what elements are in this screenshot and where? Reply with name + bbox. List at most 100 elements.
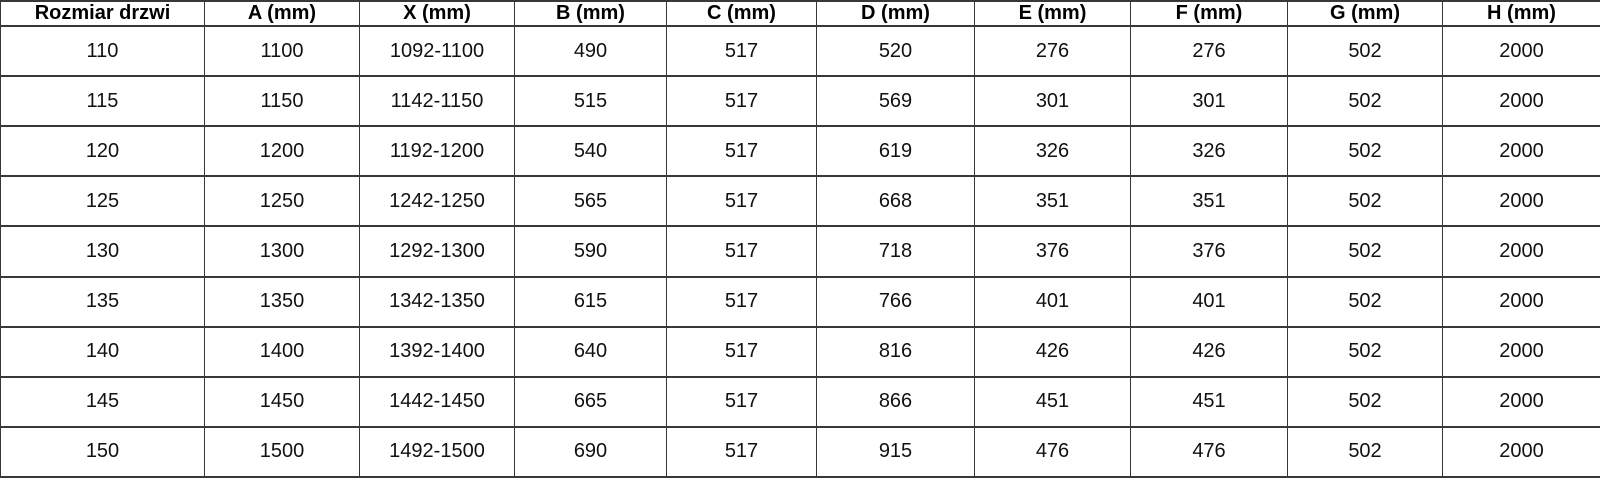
- column-header-h-mm: H (mm): [1442, 0, 1600, 27]
- table-cell: 2000: [1442, 425, 1600, 479]
- table-cell: 665: [514, 375, 667, 428]
- table-cell: 517: [666, 375, 817, 428]
- table-cell: 517: [666, 425, 817, 479]
- table-cell: 426: [974, 325, 1131, 378]
- table-row: 130 1300 1292-1300 590 517 718 376 376 502 2000: [0, 225, 1600, 278]
- table-cell: 1492-1500: [359, 425, 515, 479]
- table-cell: 2000: [1442, 125, 1600, 178]
- table-cell: 565: [514, 175, 667, 228]
- table-cell: 517: [666, 24, 817, 78]
- table-cell: 1450: [204, 375, 360, 428]
- table-cell: 125: [0, 175, 205, 228]
- table-cell: 2000: [1442, 24, 1600, 78]
- table-cell: 376: [1130, 225, 1288, 278]
- table-cell: 301: [974, 75, 1131, 128]
- table-cell: 2000: [1442, 175, 1600, 228]
- table-row: 110 1100 1092-1100 490 517 520 276 276 502 2000: [0, 24, 1600, 78]
- table-row: 120 1200 1192-1200 540 517 619 326 326 502 2000: [0, 125, 1600, 178]
- table-cell: 140: [0, 325, 205, 378]
- table-row: 125 1250 1242-1250 565 517 668 351 351 502 2000: [0, 175, 1600, 228]
- table-cell: 276: [974, 24, 1131, 78]
- table-cell: 2000: [1442, 375, 1600, 428]
- table-cell: 1350: [204, 275, 360, 328]
- table-cell: 520: [816, 24, 975, 78]
- table-cell: 502: [1287, 175, 1443, 228]
- table-cell: 1442-1450: [359, 375, 515, 428]
- table-cell: 517: [666, 125, 817, 178]
- table-cell: 718: [816, 225, 975, 278]
- table-row: 115 1150 1142-1150 515 517 569 301 301 502 2000: [0, 75, 1600, 128]
- table-cell: 326: [1130, 125, 1288, 178]
- table-cell: 476: [1130, 425, 1288, 479]
- table-cell: 490: [514, 24, 667, 78]
- table-cell: 668: [816, 175, 975, 228]
- table-cell: 1250: [204, 175, 360, 228]
- table-cell: 502: [1287, 375, 1443, 428]
- table-cell: 351: [1130, 175, 1288, 228]
- table-cell: 1242-1250: [359, 175, 515, 228]
- table-cell: 2000: [1442, 225, 1600, 278]
- column-header-g-mm: G (mm): [1287, 0, 1443, 27]
- table-cell: 502: [1287, 125, 1443, 178]
- table-cell: 2000: [1442, 275, 1600, 328]
- table-cell: 517: [666, 175, 817, 228]
- table-cell: 690: [514, 425, 667, 479]
- table-cell: 517: [666, 275, 817, 328]
- table-cell: 615: [514, 275, 667, 328]
- table-cell: 502: [1287, 425, 1443, 479]
- table-cell: 1300: [204, 225, 360, 278]
- table-cell: 2000: [1442, 75, 1600, 128]
- column-header-rozmiar-drzwi: Rozmiar drzwi: [0, 0, 205, 27]
- table-cell: 301: [1130, 75, 1288, 128]
- table-cell: 640: [514, 325, 667, 378]
- table-cell: 135: [0, 275, 205, 328]
- table-cell: 517: [666, 75, 817, 128]
- table-cell: 1142-1150: [359, 75, 515, 128]
- table-row: 145 1450 1442-1450 665 517 866 451 451 502 2000: [0, 375, 1600, 428]
- column-header-f-mm: F (mm): [1130, 0, 1288, 27]
- column-header-b-mm: B (mm): [514, 0, 667, 27]
- table-cell: 569: [816, 75, 975, 128]
- table-cell: 401: [974, 275, 1131, 328]
- table-cell: 1192-1200: [359, 125, 515, 178]
- table-cell: 517: [666, 225, 817, 278]
- table-cell: 502: [1287, 24, 1443, 78]
- column-header-d-mm: D (mm): [816, 0, 975, 27]
- table-cell: 1342-1350: [359, 275, 515, 328]
- table-cell: 1392-1400: [359, 325, 515, 378]
- table-cell: 1292-1300: [359, 225, 515, 278]
- table-row: 140 1400 1392-1400 640 517 816 426 426 502 2000: [0, 325, 1600, 378]
- table-cell: 502: [1287, 275, 1443, 328]
- table-cell: 276: [1130, 24, 1288, 78]
- table-cell: 476: [974, 425, 1131, 479]
- table-cell: 110: [0, 24, 205, 78]
- table-cell: 1500: [204, 425, 360, 479]
- table-cell: 115: [0, 75, 205, 128]
- table-cell: 426: [1130, 325, 1288, 378]
- table-cell: 326: [974, 125, 1131, 178]
- column-header-c-mm: C (mm): [666, 0, 817, 27]
- table-cell: 145: [0, 375, 205, 428]
- table-cell: 816: [816, 325, 975, 378]
- table-cell: 376: [974, 225, 1131, 278]
- header-row: Rozmiar drzwi A (mm) X (mm) B (mm) C (mm…: [0, 0, 1600, 27]
- table-cell: 515: [514, 75, 667, 128]
- table-cell: 1092-1100: [359, 24, 515, 78]
- table-cell: 1400: [204, 325, 360, 378]
- table-cell: 351: [974, 175, 1131, 228]
- column-header-e-mm: E (mm): [974, 0, 1131, 27]
- table-cell: 1200: [204, 125, 360, 178]
- table-cell: 517: [666, 325, 817, 378]
- table-cell: 502: [1287, 325, 1443, 378]
- column-header-x-mm: X (mm): [359, 0, 515, 27]
- table-cell: 766: [816, 275, 975, 328]
- table-cell: 451: [1130, 375, 1288, 428]
- column-header-a-mm: A (mm): [204, 0, 360, 27]
- table-body: 110 1100 1092-1100 490 517 520 276 276 502 2000 11…: [0, 24, 1600, 479]
- table-cell: 540: [514, 125, 667, 178]
- table-cell: 502: [1287, 225, 1443, 278]
- table-cell: 866: [816, 375, 975, 428]
- table-cell: 1100: [204, 24, 360, 78]
- table-cell: 120: [0, 125, 205, 178]
